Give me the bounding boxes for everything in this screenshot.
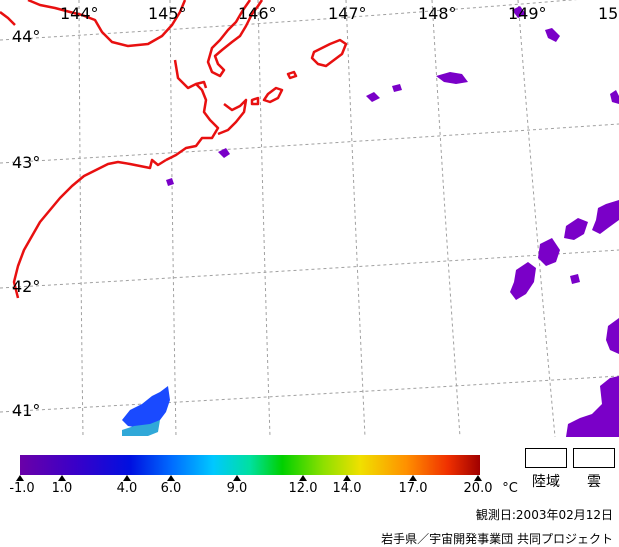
cloud-patches [166,6,619,437]
coastline-hokkaido-east [206,0,264,78]
meridian-149 [517,0,556,437]
cloud-patch-14 [606,318,619,354]
temperature-color-bar [20,455,480,475]
colorbar-tick [299,475,307,481]
cloud-patch-3 [436,72,468,84]
cloud-patch-6 [610,90,619,104]
coastline-hokkaido-north [27,0,187,48]
coastline [0,0,348,299]
colorbar-tick [167,475,175,481]
colorbar-tick-label: 6.0 [160,481,182,496]
colorbar-tick-label: 12.0 [288,481,318,496]
island-shikotan [262,86,284,104]
cloud-patch-8 [166,178,174,186]
colorbar-tick-label: -1.0 [9,481,35,496]
cloud-patch-4 [366,92,380,102]
lon-label-144: 144° [60,4,99,23]
sst-patch-blue [122,386,170,428]
cloud-patch-15 [566,376,619,437]
cloud-patch-13 [570,274,580,284]
colorbar-tick-label: 9.0 [226,481,248,496]
lon-label-150: 15 [598,4,618,23]
colorbar-tick [58,475,66,481]
cloud-patch-9 [592,200,619,234]
coastline-pacific [12,158,167,299]
parallel-41 [0,375,619,413]
observation-date: 観測日:2003年02月12日 [475,508,613,522]
colorbar-tick [16,475,24,481]
lon-label-145: 145° [148,4,187,23]
cloud-patch-12 [510,262,536,300]
lat-label-43: 43° [12,153,40,172]
coastline-nemuro [217,98,248,136]
lon-label-146: 146° [238,4,277,23]
cloud-patch-10 [564,218,588,240]
cloud-patch-7 [218,148,230,158]
graticule [0,0,619,437]
colorbar-tick-label: 4.0 [116,481,138,496]
colorbar-tick [233,475,241,481]
island-etorofu [310,38,348,68]
lat-label-41: 41° [12,401,40,420]
coastline-dot-1 [195,80,208,89]
land-legend-box [525,448,567,468]
credit-line: 岩手県／宇宙開発事業団 共同プロジェクト [381,532,613,546]
colorbar-tick-label: 17.0 [398,481,428,496]
colorbar-tick [123,475,131,481]
sea-surface-temperature-map: 144° 145° 146° 147° 148° 149° 15 44° 43°… [0,0,619,437]
parallel-44 [0,0,577,41]
meridian-146 [257,0,271,437]
colorbar-tick [409,475,417,481]
cloud-patch-2 [512,6,526,18]
cloud-patch-11 [538,238,560,266]
cloud-patch-5 [392,84,402,92]
sst-patch [122,386,170,436]
lon-label-149: 149° [508,4,547,23]
meridian-145 [169,0,177,437]
sst-patch-cyan [122,420,160,436]
land-legend-label: 陸域 [532,474,560,490]
colorbar-tick-label: 20.0 [463,481,493,496]
lat-label-44: 44° [12,27,40,46]
cloud-legend-box [573,448,615,468]
coastline-west [0,11,16,26]
cloud-patch-1 [545,28,560,42]
lon-label-148: 148° [418,4,457,23]
meridian-144 [78,0,84,437]
meridian-147 [345,0,366,437]
colorbar-tick [474,475,482,481]
colorbar-tick-label: 1.0 [51,481,73,496]
parallel-43 [0,123,619,164]
lat-label-42: 42° [12,277,40,296]
colorbar-unit: °C [502,481,518,496]
island-small [286,70,298,80]
lon-label-147: 147° [328,4,367,23]
cloud-legend-label: 雲 [587,474,601,490]
colorbar-tick [343,475,351,481]
meridian-148 [431,0,461,437]
island-habomai [250,96,260,106]
parallel-42 [0,249,619,289]
coastline-shiretoko [165,59,220,162]
colorbar-tick-label: 14.0 [332,481,362,496]
